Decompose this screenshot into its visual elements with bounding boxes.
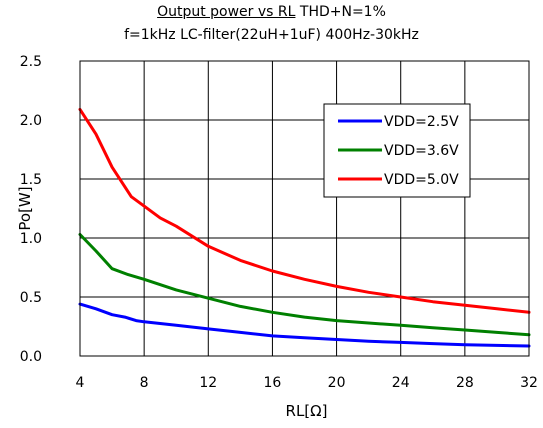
y-axis-label: Po[W] [16, 186, 34, 230]
data-point-3 [142, 204, 146, 208]
x-tick-label: 16 [264, 375, 282, 391]
data-point-1 [123, 315, 127, 319]
data-point-1 [94, 307, 98, 310]
legend-label: VDD=2.5V [384, 114, 459, 130]
data-point-1 [463, 343, 467, 346]
data-point-1 [399, 341, 402, 344]
data-point-2 [271, 311, 274, 314]
x-tick-label: 12 [199, 375, 217, 391]
y-tick-label: 2.5 [20, 54, 42, 70]
data-point-1 [495, 344, 499, 347]
data-point-1 [239, 331, 242, 334]
data-point-2 [94, 249, 98, 253]
data-point-2 [303, 315, 306, 319]
data-point-2 [175, 288, 178, 292]
legend-label: VDD=3.6V [384, 143, 459, 159]
x-tick-label: 8 [140, 375, 149, 391]
data-point-3 [431, 300, 434, 303]
data-point-2 [367, 321, 370, 325]
data-point-2 [207, 297, 210, 300]
data-point-3 [175, 225, 178, 228]
data-point-2 [399, 324, 402, 327]
data-point-1 [110, 313, 114, 316]
data-point-1 [367, 340, 370, 343]
chart-title: Output power vs RL THD+N=1% [0, 4, 543, 20]
data-point-2 [110, 267, 114, 270]
data-point-2 [335, 319, 338, 322]
data-point-3 [159, 216, 162, 220]
data-point-3 [303, 278, 306, 281]
data-point-1 [175, 324, 178, 327]
data-point-3 [335, 285, 338, 288]
chart-title-main: Output power vs RL [157, 4, 296, 20]
legend: VDD=2.5V VDD=3.6V VDD=5.0V [323, 103, 471, 198]
chart-subtitle: f=1kHz LC-filter(22uH+1uF) 400Hz-30kHz [124, 27, 419, 43]
data-point-3 [399, 295, 402, 299]
data-point-2 [239, 305, 242, 308]
y-tick-label: 2.0 [20, 113, 42, 129]
data-point-2 [431, 326, 434, 329]
x-tick-label: 32 [520, 375, 538, 391]
data-point-3 [463, 304, 467, 307]
data-point-3 [271, 269, 274, 273]
tick-labels: 4 8 12 16 20 24 28 32 0.0 0.5 1.0 1.5 2.0 2.5 [20, 54, 538, 391]
y-tick-label: 0.0 [20, 349, 42, 365]
x-axis-label: RL[Ω] [286, 402, 328, 420]
data-point-3 [94, 133, 98, 136]
x-tick-label: 20 [328, 375, 346, 391]
data-point-1 [303, 336, 306, 339]
data-point-1 [431, 342, 434, 345]
data-point-2 [463, 328, 467, 332]
data-point-3 [110, 166, 114, 169]
chart-title-condition: THD+N=1% [299, 4, 386, 20]
data-point-1 [134, 319, 138, 322]
y-tick-label: 1.0 [20, 231, 42, 247]
x-tick-label: 4 [76, 375, 85, 391]
data-point-2 [495, 331, 499, 334]
data-point-3 [130, 195, 133, 198]
data-point-3 [207, 245, 210, 248]
series-line-3 [78, 107, 531, 314]
series-line-1 [78, 302, 531, 348]
data-point-1 [207, 327, 210, 331]
data-point-1 [142, 320, 146, 323]
legend-label: VDD=5.0V [384, 172, 459, 188]
y-tick-label: 1.5 [20, 172, 42, 188]
data-point-2 [126, 273, 130, 276]
data-point-3 [495, 307, 499, 310]
x-tick-label: 28 [456, 375, 474, 391]
x-tick-label: 24 [392, 375, 410, 391]
data-point-3 [239, 259, 242, 262]
data-point-2 [142, 278, 146, 281]
y-tick-label: 0.5 [20, 290, 42, 306]
data-point-3 [367, 291, 370, 294]
data-point-1 [271, 334, 274, 338]
plot-frame [79, 60, 530, 357]
series-group [78, 107, 531, 348]
data-point-1 [335, 338, 338, 341]
